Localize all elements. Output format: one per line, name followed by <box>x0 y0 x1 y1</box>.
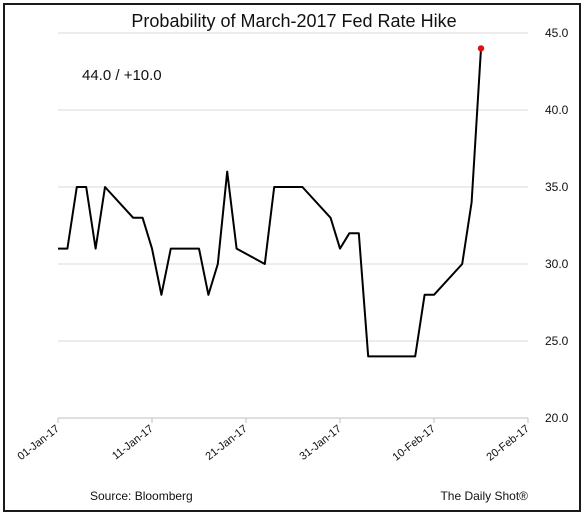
value-change-annotation: 44.0 / +10.0 <box>82 67 162 84</box>
grid-lines <box>58 32 528 342</box>
series-line <box>58 48 482 358</box>
x-tick-labels: 01-Jan-17 11-Jan-17 21-Jan-17 31-Jan-17 10-F… <box>15 423 531 464</box>
y-tick-labels: 20.0 25.0 30.0 35.0 40.0 45.0 <box>545 26 569 425</box>
credit-label: The Daily Shot® <box>440 489 528 503</box>
chart-frame <box>3 3 581 512</box>
axes <box>57 417 529 423</box>
x-tick-label: 10-Feb-17 <box>390 423 437 464</box>
x-tick-label: 21-Jan-17 <box>203 423 249 463</box>
y-tick-label: 35.0 <box>545 180 569 194</box>
source-label: Source: Bloomberg <box>90 489 193 503</box>
x-tick-label: 01-Jan-17 <box>15 423 61 463</box>
series-layer <box>58 45 485 358</box>
y-tick-label: 30.0 <box>545 257 569 271</box>
last-point-marker <box>477 45 485 52</box>
chart-title: Probability of March-2017 Fed Rate Hike <box>131 11 456 31</box>
y-tick-label: 40.0 <box>545 103 569 117</box>
y-tick-label: 25.0 <box>545 334 569 348</box>
y-tick-label: 20.0 <box>545 411 569 425</box>
x-tick-label: 31-Jan-17 <box>297 423 343 463</box>
x-tick-label: 20-Feb-17 <box>484 423 531 464</box>
y-tick-label: 45.0 <box>545 26 569 40</box>
x-tick-label: 11-Jan-17 <box>110 423 156 462</box>
